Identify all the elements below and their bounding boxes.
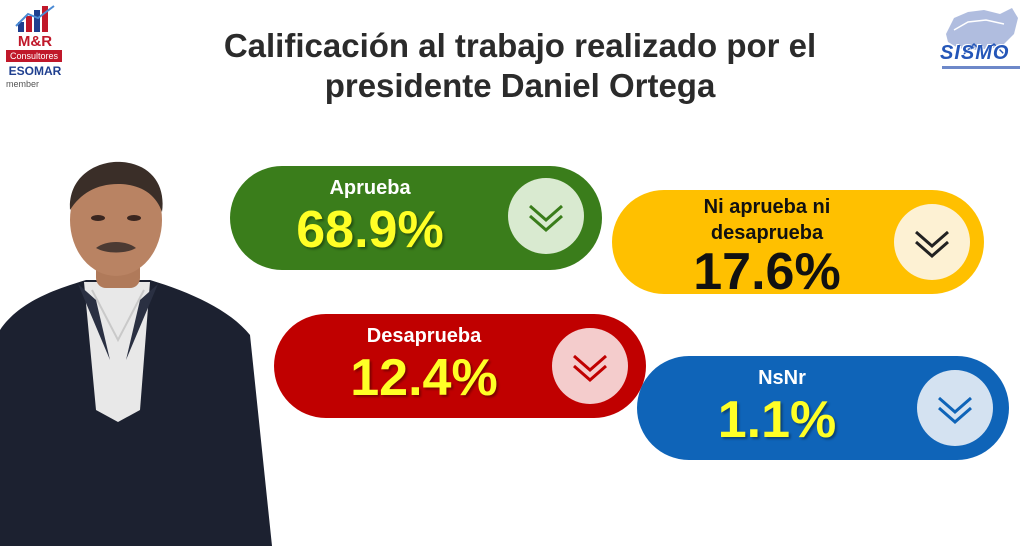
bar-chart-logo-icon [15, 5, 55, 32]
approve-label: Aprueba [329, 177, 411, 199]
page-title: Calificación al trabajo realizado por el… [140, 26, 900, 106]
approve-chevron-badge [508, 178, 584, 254]
nsnr-chevron-badge [917, 370, 993, 446]
approve-value: 68.9% [296, 201, 444, 259]
neutral-value: 17.6% [693, 243, 841, 301]
map-outline-icon [946, 8, 1018, 56]
title-line-2: presidente Daniel Ortega [324, 67, 716, 104]
approve-card: Aprueba 68.9% [230, 166, 602, 270]
logo-underline [942, 66, 1020, 69]
sismo-logo: SISMO [934, 4, 1022, 76]
nsnr-label: NsNr [758, 367, 806, 389]
chevron-down-double-icon [938, 396, 972, 424]
president-portrait [0, 161, 272, 546]
title-line-1: Calificación al trabajo realizado por el [223, 27, 817, 64]
logo-name: M&R [17, 33, 53, 50]
neutral-label-line-2: desaprueba [710, 222, 824, 244]
neutral-label: Ni aprueba ni desaprueba [652, 194, 882, 246]
mr-consultores-logo: M&R Consultores ESOMAR member [4, 4, 66, 92]
neutral-chevron-badge [894, 204, 970, 280]
nsnr-value: 1.1% [717, 391, 837, 449]
logo-subtitle: Consultores [6, 50, 62, 62]
disapprove-chevron-badge [552, 328, 628, 404]
disapprove-card: Desaprueba 12.4% [274, 314, 646, 418]
nsnr-card: NsNr 1.1% [637, 356, 1009, 460]
chevron-down-double-icon [529, 204, 563, 232]
chevron-down-double-icon [915, 230, 949, 258]
neutral-label-line-1: Ni aprueba ni [703, 196, 831, 218]
chevron-down-double-icon [573, 354, 607, 382]
logo-name: SISMO [940, 42, 1010, 64]
logo-member: member [6, 79, 40, 89]
disapprove-value: 12.4% [350, 349, 498, 407]
disapprove-label: Desaprueba [366, 325, 482, 347]
logo-org: ESOMAR [8, 64, 62, 78]
neutral-card: Ni aprueba ni desaprueba 17.6% [612, 190, 984, 300]
